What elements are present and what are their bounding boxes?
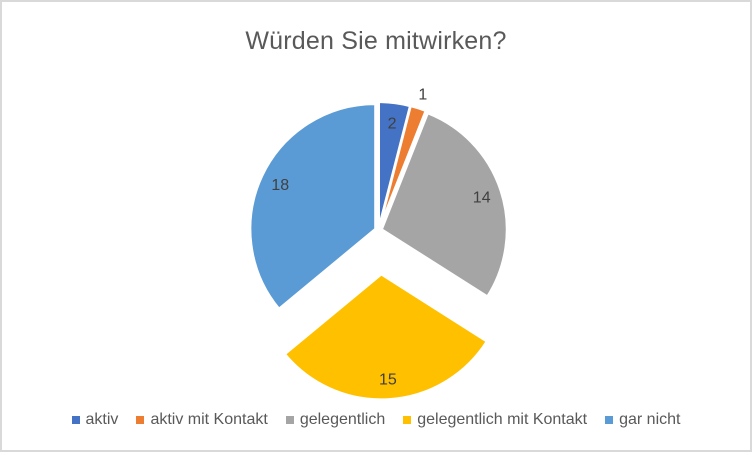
data-label-gelegentlich-mit-kontakt: 15	[379, 372, 397, 389]
legend-marker-aktiv	[71, 416, 80, 424]
chart-title: Würden Sie mitwirken?	[245, 27, 507, 55]
data-label-gelegentlich: 14	[473, 190, 491, 207]
legend-label-aktiv-mit-kontakt: aktiv mit Kontakt	[150, 411, 268, 428]
legend-label-gar-nicht: gar nicht	[619, 411, 681, 428]
data-label-aktiv-mit-kontakt: 1	[418, 87, 427, 104]
legend-item-gelegentlich: gelegentlich	[285, 411, 386, 429]
pie-slice-gelegentlich-mit-kontakt	[283, 273, 488, 401]
legend-label-gelegentlich: gelegentlich	[299, 411, 386, 428]
pie-slice-gar-nicht	[249, 102, 377, 310]
legend-marker-gelegentlich	[285, 416, 294, 424]
legend-item-gelegentlich-mit-kontakt: gelegentlich mit Kontakt	[403, 411, 587, 429]
legend-item-aktiv: aktiv	[71, 411, 119, 429]
legend-item-aktiv-mit-kontakt: aktiv mit Kontakt	[136, 411, 268, 429]
data-label-aktiv: 2	[388, 115, 397, 132]
pie-slice-gelegentlich	[380, 112, 508, 298]
legend-marker-gelegentlich-mit-kontakt	[403, 416, 412, 424]
legend-label-gelegentlich-mit-kontakt: gelegentlich mit Kontakt	[417, 411, 588, 428]
legend-item-gar-nicht: gar nicht	[605, 411, 680, 429]
legend-marker-gar-nicht	[605, 416, 614, 424]
legend-marker-aktiv-mit-kontakt	[136, 416, 145, 424]
pie-slice-aktiv-mit-kontakt	[378, 105, 427, 229]
legend-label-aktiv: aktiv	[85, 411, 119, 428]
data-label-gar-nicht: 18	[271, 177, 289, 194]
legend: aktiv aktiv mit Kontakt gelegentlich gelege…	[2, 411, 750, 429]
